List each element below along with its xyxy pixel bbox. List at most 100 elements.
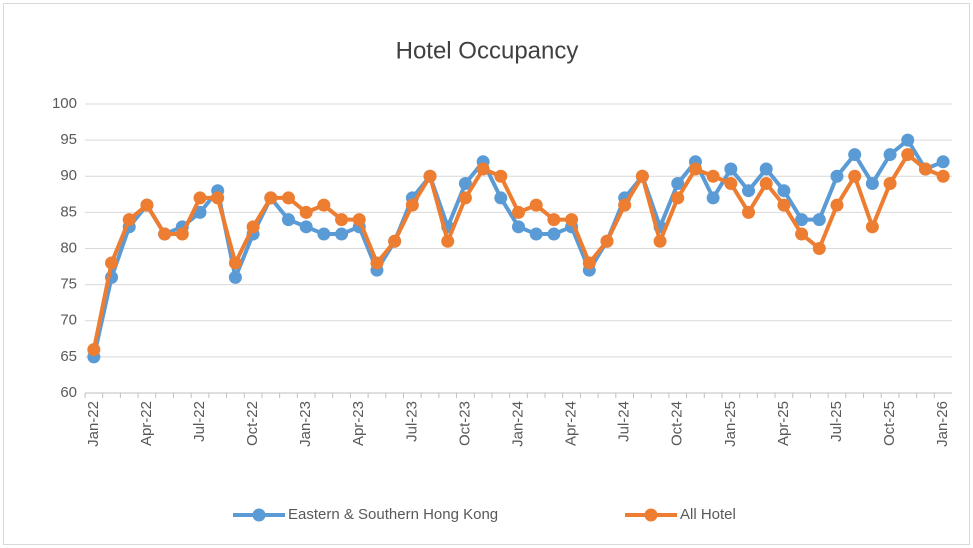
point <box>618 198 632 212</box>
point <box>388 234 402 248</box>
point <box>635 169 649 183</box>
point <box>759 176 773 190</box>
point <box>706 169 720 183</box>
point <box>264 191 278 205</box>
point <box>759 162 773 176</box>
chart-border <box>3 3 970 545</box>
point <box>352 213 366 227</box>
point <box>671 176 685 190</box>
point <box>918 162 932 176</box>
x-tick-label: Jul-25 <box>828 401 845 442</box>
point <box>458 191 472 205</box>
point <box>494 191 508 205</box>
point <box>494 169 508 183</box>
point <box>335 213 349 227</box>
point <box>830 198 844 212</box>
x-tick-label: Jan-23 <box>297 401 314 447</box>
chart-title: Hotel Occupancy <box>396 37 579 64</box>
point <box>512 205 525 219</box>
x-tick-label: Apr-24 <box>563 401 580 446</box>
point <box>317 198 331 212</box>
point <box>777 198 791 212</box>
point <box>405 198 419 212</box>
point <box>688 162 702 176</box>
x-tick-label: Oct-22 <box>244 401 261 446</box>
point <box>830 169 844 183</box>
point <box>865 176 879 190</box>
x-tick-label: Jul-23 <box>403 401 420 442</box>
point <box>299 205 313 219</box>
point <box>600 234 614 248</box>
point <box>777 184 791 198</box>
x-tick-label: Jul-22 <box>191 401 208 442</box>
point <box>936 155 950 169</box>
legend-marker <box>252 508 266 522</box>
legend-marker <box>644 508 658 522</box>
y-tick-label: 65 <box>60 348 77 365</box>
point <box>547 213 561 227</box>
point <box>299 220 313 234</box>
point <box>105 256 119 270</box>
y-tick-label: 85 <box>60 203 77 220</box>
y-tick-label: 70 <box>60 312 77 329</box>
point <box>193 205 207 219</box>
x-tick-label: Apr-23 <box>350 401 367 446</box>
point <box>512 220 525 234</box>
y-tick-label: 100 <box>52 95 77 112</box>
point <box>87 343 101 357</box>
point <box>211 191 225 205</box>
point <box>458 176 472 190</box>
point <box>582 256 596 270</box>
y-tick-label: 80 <box>60 239 77 256</box>
point <box>423 169 437 183</box>
x-tick-label: Oct-24 <box>669 401 686 446</box>
x-tick-label: Jan-24 <box>509 401 526 447</box>
x-tick-label: Apr-25 <box>775 401 792 446</box>
legend-label: Eastern & Southern Hong Kong <box>288 506 498 523</box>
point <box>246 220 260 234</box>
point <box>529 198 543 212</box>
point <box>812 242 826 255</box>
point <box>706 191 720 205</box>
point <box>335 227 349 241</box>
y-tick-label: 60 <box>60 384 77 401</box>
point <box>441 234 455 248</box>
point <box>848 169 862 183</box>
x-tick-label: Jul-24 <box>616 401 633 442</box>
point <box>547 227 561 241</box>
point <box>175 227 189 241</box>
point <box>883 148 897 162</box>
point <box>529 227 543 241</box>
y-tick-label: 90 <box>60 167 77 184</box>
legend-label: All Hotel <box>680 506 736 523</box>
point <box>812 213 826 227</box>
point <box>901 148 915 162</box>
point <box>724 176 738 190</box>
x-tick-label: Jan-26 <box>934 401 951 447</box>
point <box>671 191 685 205</box>
point <box>565 213 579 227</box>
point <box>158 227 172 241</box>
point <box>228 270 242 284</box>
point <box>653 234 667 248</box>
point <box>795 213 809 227</box>
point <box>795 227 809 241</box>
point <box>883 176 897 190</box>
point <box>724 162 738 176</box>
point <box>281 213 295 227</box>
point <box>742 205 756 219</box>
point <box>901 133 915 147</box>
point <box>317 227 331 241</box>
x-tick-label: Jan-25 <box>722 401 739 447</box>
point <box>281 191 295 205</box>
point <box>140 198 154 212</box>
point <box>122 213 136 227</box>
point <box>228 256 242 270</box>
point <box>936 169 950 183</box>
y-tick-label: 95 <box>60 131 77 148</box>
y-tick-label: 75 <box>60 276 77 293</box>
point <box>476 162 490 176</box>
point <box>370 256 384 270</box>
point <box>742 184 756 198</box>
